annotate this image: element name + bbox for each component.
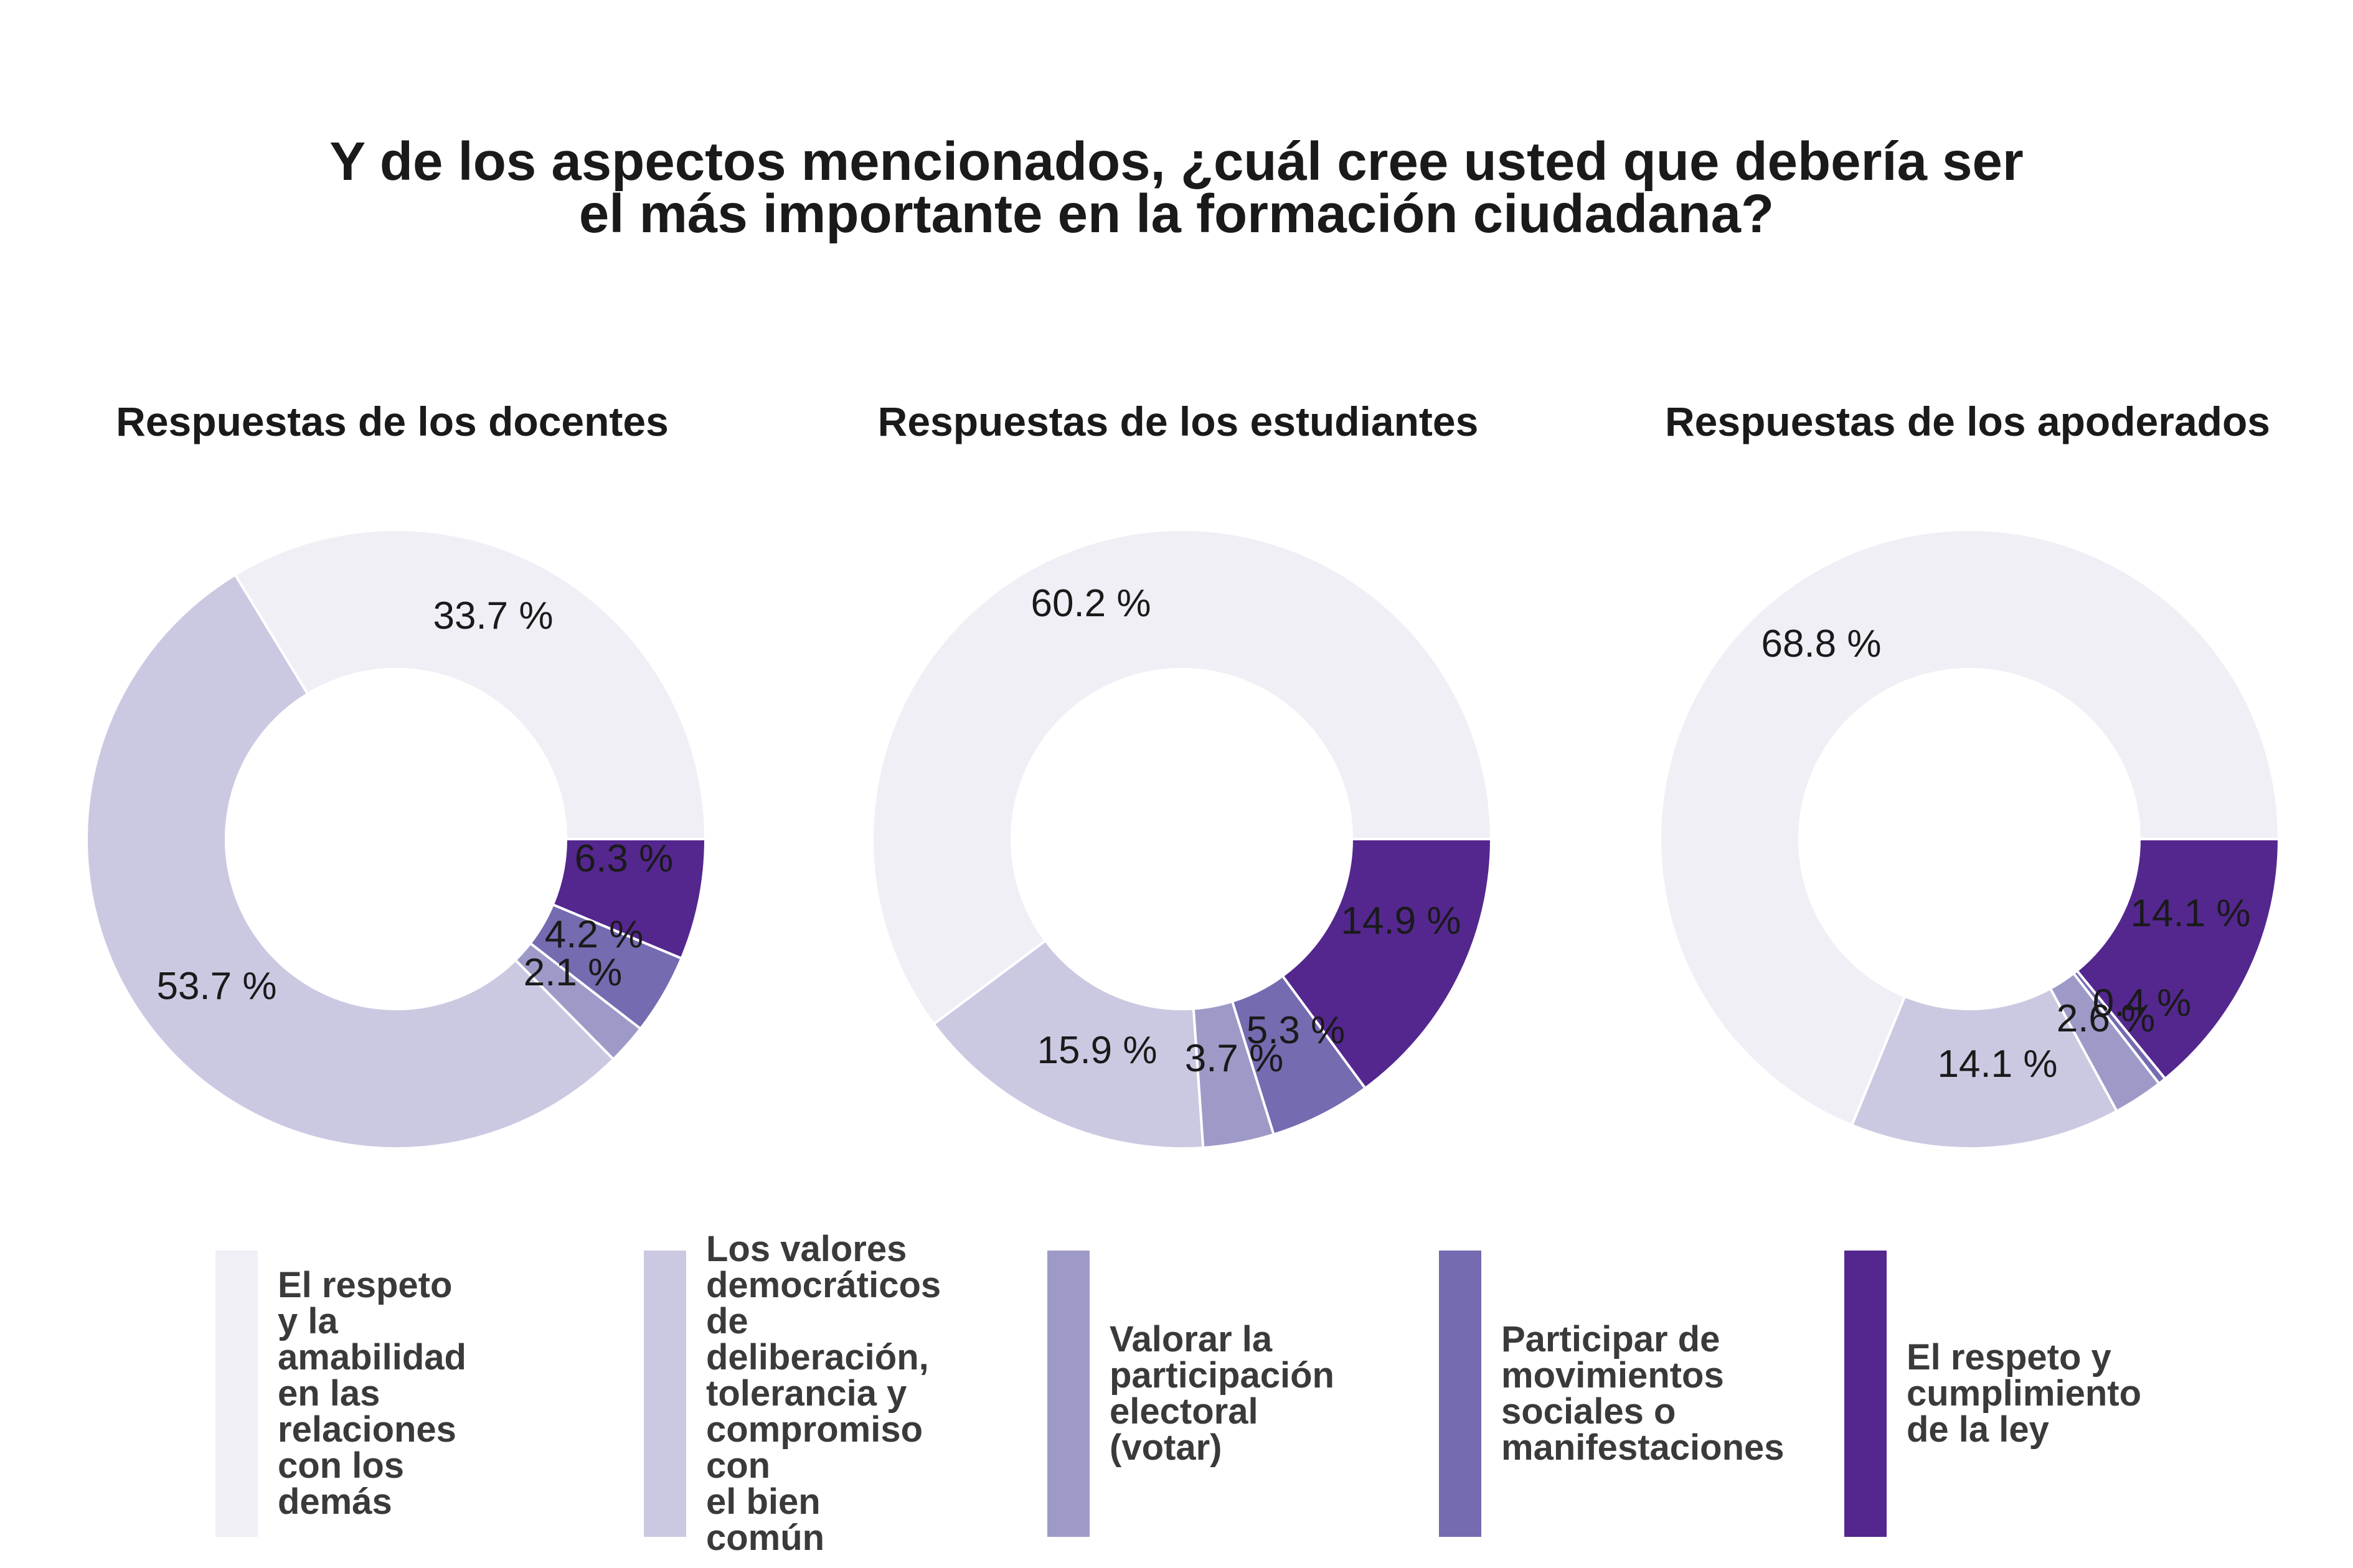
slice-label: 14.9 % — [1341, 899, 1461, 942]
slice-label: 2.1 % — [524, 951, 623, 994]
slice-label: 15.9 % — [1037, 1029, 1157, 1072]
chart-title-line: Y de los aspectos mencionados, ¿cuál cre… — [329, 131, 2024, 192]
slice-label: 4.2 % — [545, 913, 644, 956]
slice-label: 53.7 % — [156, 965, 276, 1008]
legend-swatch — [215, 1251, 258, 1537]
donut-slice — [2075, 838, 2281, 1081]
legend-label: Participar de movimientos sociales o man… — [1501, 1319, 1785, 1468]
panel-title: Respuestas de los docentes — [116, 398, 669, 444]
slice-label: 60.2 % — [1030, 582, 1151, 625]
slice-label: 5.3 % — [1247, 1009, 1346, 1052]
slice-label: 14.1 % — [1937, 1043, 2057, 1086]
legend-swatch — [644, 1251, 686, 1537]
slice-label: 68.8 % — [1761, 622, 1881, 665]
legend-swatch — [1047, 1251, 1090, 1537]
donut-slice — [1281, 838, 1493, 1091]
slice-label: 14.1 % — [2130, 892, 2250, 935]
legend-label: El respeto y cumplimiento de la ley — [1907, 1337, 2142, 1450]
slice-label: 2.6 % — [2057, 997, 2156, 1040]
legend-label: El respeto y la amabilidad en las relaci… — [278, 1265, 466, 1522]
legend-label: Los valores democráticos de deliberación… — [706, 1229, 941, 1558]
panel-apoderados: Respuestas de los apoderados 68.8 % 14.1 %… — [1659, 398, 2281, 1150]
chart-title-line: el más importante en la formación ciudad… — [578, 184, 1775, 244]
donut-slice — [1659, 528, 2281, 1127]
legend-swatch — [1844, 1251, 1887, 1537]
donut-slice — [233, 528, 707, 840]
donut-slice — [1850, 987, 2119, 1150]
legend-swatch — [1439, 1251, 1481, 1537]
donut-slice — [931, 939, 1205, 1150]
donut-slice — [85, 573, 616, 1150]
slice-label: 3.7 % — [1185, 1037, 1284, 1080]
donut-slice — [551, 838, 707, 960]
chart-title: Y de los aspectos mencionados, ¿cuál cre… — [0, 131, 2353, 244]
panel-estudiantes: Respuestas de los estudiantes 60.2 % 15.9 … — [871, 398, 1493, 1150]
slice-label: 6.3 % — [575, 837, 674, 880]
donut-slice — [871, 528, 1493, 1026]
panel-title: Respuestas de los apoderados — [1665, 398, 2270, 444]
legend-label: Valorar la participación electoral (vota… — [1110, 1319, 1334, 1468]
panel-title: Respuestas de los estudiantes — [878, 398, 1479, 444]
slice-label: 0.4 % — [2093, 982, 2192, 1025]
slice-label: 33.7 % — [433, 594, 553, 637]
panel-docentes: Respuestas de los docentes 33.7 % 53.7 % 2.… — [85, 398, 707, 1150]
